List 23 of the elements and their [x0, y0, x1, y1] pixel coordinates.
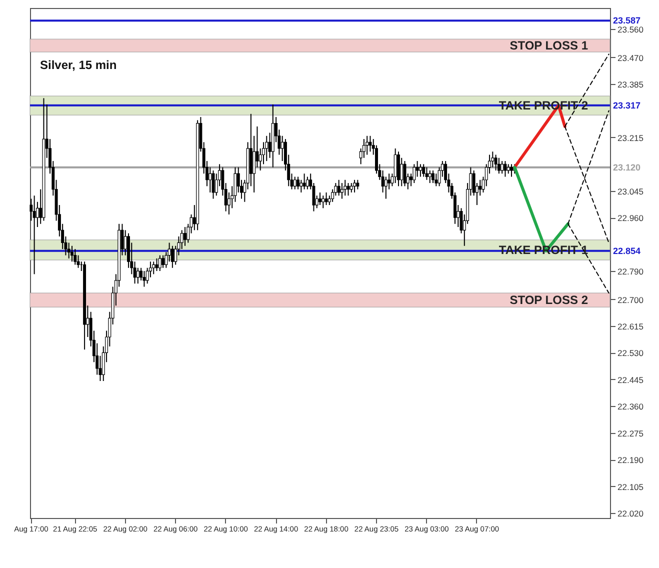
y-tick-label: 23.385: [618, 80, 644, 90]
y-tick-label: 22.105: [618, 482, 644, 492]
text: Silver, 15 min: [40, 58, 117, 72]
ref-line-label: 22.854: [613, 246, 641, 256]
ref-line-label: 23.587: [613, 16, 641, 26]
y-tick-label: 23.045: [618, 186, 644, 196]
y-tick-label: 23.470: [618, 52, 644, 63]
y-tick-label: 22.275: [618, 428, 644, 438]
y-tick-label: 22.190: [618, 455, 644, 466]
band-label: STOP LOSS 1: [510, 38, 588, 53]
ref-line-label: 23.120: [613, 162, 641, 172]
y-tick-label: 22.700: [618, 294, 644, 305]
band-label: STOP LOSS 2: [510, 293, 588, 308]
y-tick-label: 23.560: [618, 24, 644, 35]
y-tick-label: 22.360: [618, 402, 644, 412]
y-tick-label: 22.790: [618, 266, 644, 277]
y-tick-label: 22.445: [618, 374, 644, 385]
ref-line-label: 23.317: [613, 100, 641, 110]
y-tick-label: 22.615: [618, 322, 644, 332]
y-tick-label: 22.530: [618, 348, 644, 358]
y-tick-label: 22.960: [618, 213, 644, 224]
y-tick-label: 22.020: [618, 508, 644, 518]
y-tick-label: 23.215: [618, 132, 644, 143]
